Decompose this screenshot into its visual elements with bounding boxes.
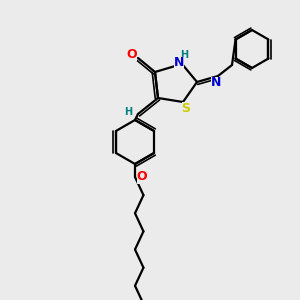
Text: N: N	[211, 76, 221, 89]
Text: H: H	[124, 107, 132, 117]
Text: S: S	[182, 101, 190, 115]
Text: O: O	[127, 47, 137, 61]
Text: H: H	[180, 50, 188, 60]
Text: N: N	[174, 56, 184, 70]
Text: O: O	[137, 170, 147, 184]
